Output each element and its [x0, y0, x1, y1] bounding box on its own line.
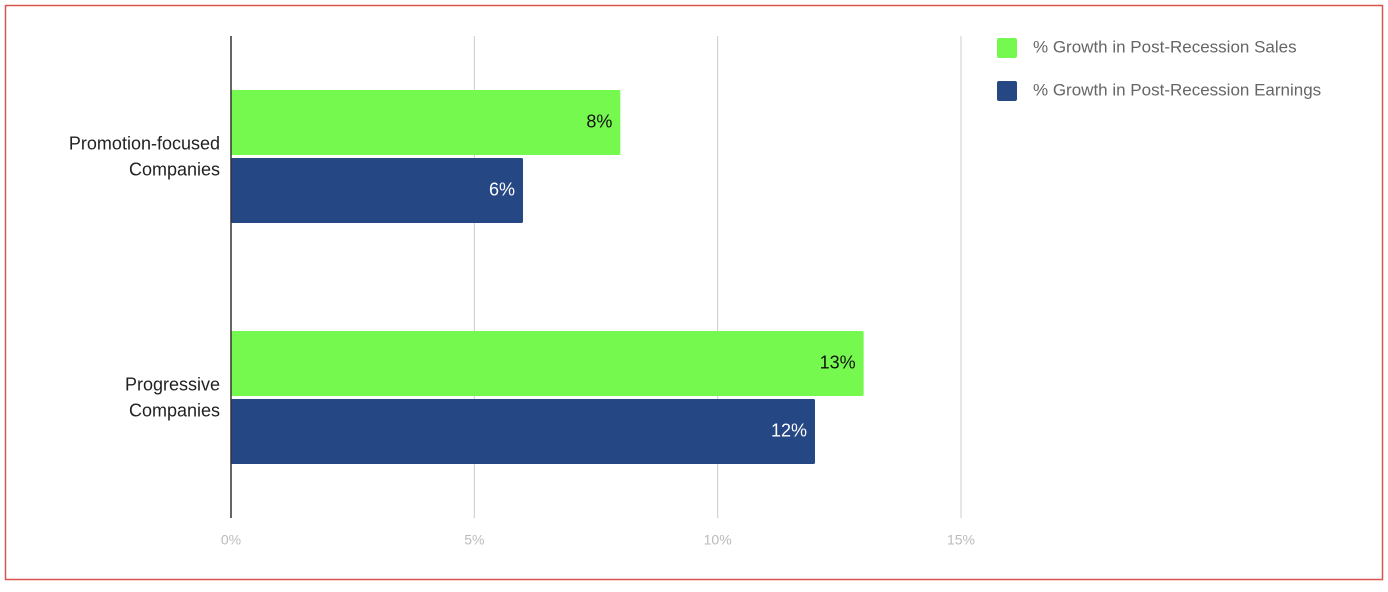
value-label: 8%	[586, 111, 612, 131]
bar	[231, 399, 815, 464]
legend-label: % Growth in Post-Recession Earnings	[1033, 80, 1321, 99]
value-label: 13%	[820, 352, 856, 372]
bar	[231, 90, 621, 155]
x-tick-label: 5%	[464, 532, 484, 548]
y-tick-label: Promotion-focused Companies	[69, 133, 220, 179]
x-tick-label: 0%	[221, 532, 241, 548]
bar	[231, 331, 864, 396]
legend-swatch	[997, 38, 1017, 58]
y-tick-label: Progressive Companies	[125, 374, 220, 420]
value-label: 12%	[771, 420, 807, 440]
legend-swatch	[997, 81, 1017, 101]
legend-label: % Growth in Post-Recession Sales	[1033, 37, 1297, 56]
x-tick-label: 10%	[704, 532, 732, 548]
bar	[231, 158, 523, 223]
value-label: 6%	[489, 179, 515, 199]
x-tick-label: 15%	[947, 532, 975, 548]
